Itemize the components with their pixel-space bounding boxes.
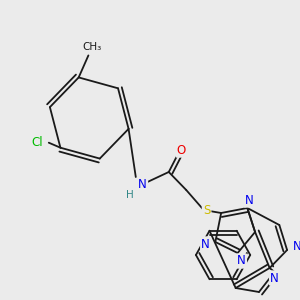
Text: CH₃: CH₃ bbox=[82, 42, 102, 52]
Text: O: O bbox=[177, 143, 186, 157]
Text: N: N bbox=[138, 178, 147, 190]
Text: Cl: Cl bbox=[31, 136, 43, 149]
Text: S: S bbox=[203, 205, 210, 218]
Text: N: N bbox=[245, 194, 254, 206]
Text: N: N bbox=[201, 238, 210, 250]
Text: N: N bbox=[270, 272, 279, 284]
Text: N: N bbox=[237, 254, 246, 268]
Text: N: N bbox=[292, 241, 300, 254]
Text: H: H bbox=[126, 190, 134, 200]
